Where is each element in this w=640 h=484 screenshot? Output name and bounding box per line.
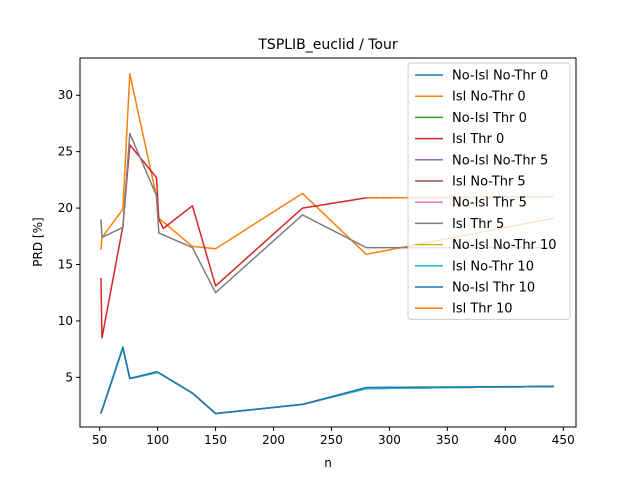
series-line-no-isl-no-thr-5 <box>100 347 555 415</box>
x-tick-label: 50 <box>92 433 107 447</box>
legend-item: Isl Thr 0 <box>415 132 504 147</box>
legend-box <box>407 62 571 320</box>
legend-item: Isl No-Thr 5 <box>415 175 526 190</box>
legend-item: No-Isl No-Thr 10 <box>415 238 557 253</box>
x-tick-label: 450 <box>552 433 575 447</box>
legend-item: No-Isl Thr 0 <box>415 111 527 126</box>
x-tick-label: 250 <box>320 433 343 447</box>
x-axis: 50 100 150 200 250 300 350 400 450 <box>92 427 575 447</box>
legend-item: Isl No-Thr 10 <box>415 259 534 274</box>
legend-label: Isl Thr 5 <box>452 217 504 232</box>
series-line-no-isl-no-thr-10 <box>100 347 555 415</box>
x-tick-label: 100 <box>146 433 169 447</box>
series-line-isl-thr-0 <box>100 144 555 339</box>
legend-item: Isl Thr 10 <box>415 302 513 317</box>
y-tick-label: 20 <box>58 201 73 215</box>
legend-label: Isl No-Thr 10 <box>452 259 534 274</box>
series-line-isl-thr-5 <box>100 132 554 294</box>
legend-item: No-Isl Thr 5 <box>415 196 527 211</box>
y-tick-label: 25 <box>58 145 73 159</box>
series-line-no-isl-thr-0 <box>100 347 555 415</box>
x-tick-label: 350 <box>436 433 459 447</box>
legend-label: No-Isl No-Thr 10 <box>452 238 557 253</box>
legend-item: Isl Thr 5 <box>415 217 504 232</box>
chart-title: TSPLIB_euclid / Tour <box>257 37 397 53</box>
legend-label: No-Isl No-Thr 0 <box>452 69 548 84</box>
legend-item: No-Isl No-Thr 0 <box>415 69 548 84</box>
series-line-isl-no-thr-5 <box>100 347 555 415</box>
y-tick-label: 30 <box>58 88 73 102</box>
legend-label: No-Isl Thr 10 <box>452 281 535 296</box>
legend-label: No-Isl Thr 0 <box>452 111 527 126</box>
plot-frame <box>79 57 577 428</box>
legend-label: Isl Thr 0 <box>452 132 504 147</box>
y-axis: 5 10 15 20 25 30 <box>58 88 80 384</box>
plot-lines <box>100 73 555 415</box>
legend-item: No-Isl No-Thr 5 <box>415 153 548 168</box>
x-tick-label: 200 <box>262 433 285 447</box>
x-tick-label: 300 <box>378 433 401 447</box>
y-tick-label: 15 <box>58 258 73 272</box>
legend-label: No-Isl Thr 5 <box>452 196 527 211</box>
legend-label: Isl Thr 10 <box>452 302 513 317</box>
y-tick-label: 10 <box>58 314 73 328</box>
legend-item: Isl No-Thr 0 <box>415 90 526 105</box>
y-tick-label: 5 <box>65 370 73 384</box>
x-tick-label: 150 <box>204 433 227 447</box>
series-line-isl-no-thr-10 <box>100 347 555 415</box>
legend: No-Isl No-Thr 0 Isl No-Thr 0 No-Isl Thr 0 I… <box>407 62 571 320</box>
series-line-no-isl-thr-10 <box>100 346 555 415</box>
y-axis-label: PRD [%] <box>31 217 45 266</box>
series-line-no-isl-thr-5 <box>100 347 555 415</box>
legend-label: Isl No-Thr 5 <box>452 175 526 190</box>
legend-item: No-Isl Thr 10 <box>415 281 535 296</box>
series-line-no-isl-no-thr-0 <box>100 347 555 415</box>
legend-label: Isl No-Thr 0 <box>452 90 526 105</box>
legend-label: No-Isl No-Thr 5 <box>452 153 548 168</box>
x-axis-label: n <box>324 456 332 470</box>
x-tick-label: 400 <box>494 433 517 447</box>
